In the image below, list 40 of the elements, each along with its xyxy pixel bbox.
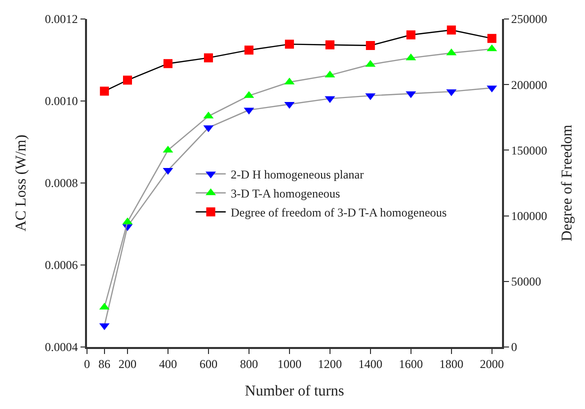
point [487,34,496,43]
point [406,30,416,40]
point [244,46,254,55]
x-tick-label: 600 [199,357,218,372]
legend-label: 2-D H homogeneous planar [230,168,364,182]
y2-tick-label: 50000 [511,274,542,289]
x-tick-label: 800 [240,357,258,372]
y-tick-label: 0.0006 [44,258,78,272]
y-tick-label: 0.0010 [44,94,78,108]
x-tick-label: 1400 [358,357,382,372]
x-axis-title: Number of turns [244,384,344,400]
y-tick-label: 0.0012 [44,12,78,26]
y-axis-title: AC Loss (W/m) [14,134,30,232]
point [284,40,294,49]
x-tick-label: 200 [118,357,136,372]
x-tick-label: 1800 [439,357,464,372]
y2-axis-title: Degree of Freedom [560,124,576,242]
y2-tick-label: 250000 [511,12,548,26]
y2-tick-label: 150000 [511,143,548,158]
x-tick-label: 1000 [277,357,302,372]
y-tick-label: 0.0004 [44,340,78,354]
x-tick-label: 1200 [318,357,342,372]
point [366,41,375,50]
legend-label: 3-D T-A homogeneous [230,186,340,201]
point [325,40,334,50]
x-tick-label: 1600 [398,357,423,372]
y-tick-label: 0.0008 [44,176,78,190]
point [446,26,456,35]
y2-tick-label: 0 [511,340,518,354]
point [100,86,109,96]
x-tick-label: 0 [84,357,90,372]
x-tick-label: 86 [98,357,110,372]
y2-tick-label: 100000 [511,209,548,223]
point [204,53,213,62]
point [163,59,172,68]
x-tick-label: 2000 [480,357,504,372]
x-tick-label: 400 [158,357,177,372]
point [122,76,132,85]
legend-label: Degree of freedom of 3-D T-A homogeneous [230,206,448,220]
y2-tick-label: 200000 [511,78,548,92]
